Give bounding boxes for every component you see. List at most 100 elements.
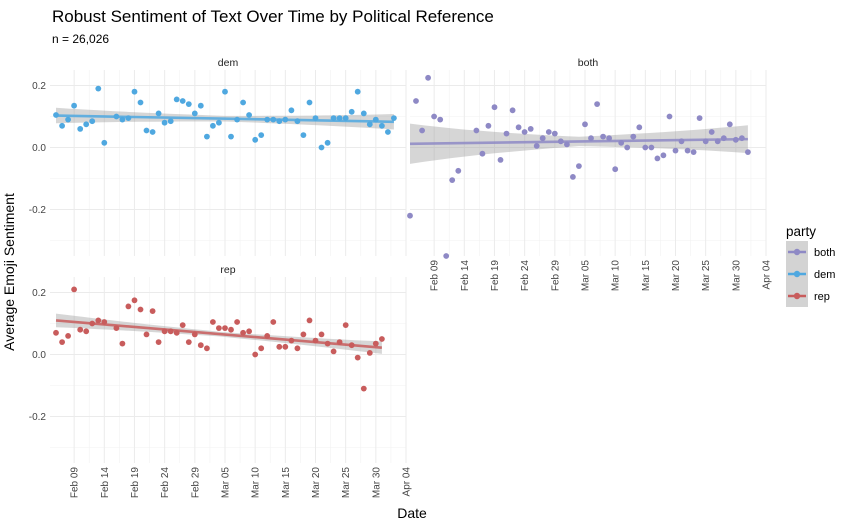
- data-point-both: [521, 129, 528, 135]
- fit-line-dem: [56, 114, 394, 124]
- data-point-both: [437, 116, 444, 123]
- data-point-dem: [228, 133, 234, 140]
- y-tick-label: 0.2: [32, 288, 46, 299]
- data-point-rep: [143, 331, 150, 338]
- data-point-dem: [391, 115, 397, 121]
- data-point-dem: [77, 125, 84, 132]
- data-point-rep: [65, 333, 71, 339]
- data-point-both: [648, 144, 655, 151]
- data-point-rep: [282, 343, 289, 350]
- x-tick-label: Mar 10: [251, 467, 262, 499]
- data-point-both: [515, 124, 522, 131]
- data-point-both: [708, 129, 715, 135]
- x-tick-label: Mar 20: [311, 467, 322, 499]
- data-point-both: [588, 135, 594, 142]
- legend-label-both: both: [814, 247, 835, 259]
- data-point-rep: [210, 319, 216, 325]
- data-point-both: [527, 125, 534, 132]
- data-point-rep: [222, 325, 228, 331]
- data-point-both: [485, 122, 492, 129]
- data-point-dem: [149, 129, 156, 135]
- data-point-dem: [173, 96, 180, 103]
- data-point-dem: [167, 118, 174, 125]
- data-point-both: [672, 147, 679, 154]
- data-point-rep: [240, 329, 247, 336]
- data-point-both: [419, 127, 425, 134]
- data-point-rep: [216, 325, 222, 331]
- chart-subtitle: n = 26,026: [52, 32, 109, 46]
- data-point-both: [564, 141, 570, 148]
- data-point-dem: [366, 121, 373, 128]
- data-point-dem: [191, 110, 198, 117]
- data-point-dem: [348, 108, 355, 115]
- data-point-both: [449, 177, 456, 184]
- x-tick-label: Feb 24: [160, 467, 171, 499]
- data-point-both: [726, 121, 733, 128]
- data-point-dem: [155, 110, 162, 117]
- y-tick-label: 0.0: [32, 143, 46, 154]
- legend: party both dem rep: [786, 224, 835, 307]
- data-point-rep: [59, 339, 65, 345]
- data-point-dem: [83, 121, 90, 128]
- data-point-dem: [65, 116, 71, 123]
- x-tick-label: Mar 30: [731, 260, 742, 292]
- data-point-dem: [59, 122, 65, 129]
- data-point-both: [533, 143, 540, 149]
- data-point-dem: [143, 127, 150, 134]
- data-point-dem: [318, 144, 325, 151]
- data-point-rep: [276, 343, 283, 350]
- data-point-both: [594, 101, 600, 107]
- data-point-both: [684, 147, 691, 154]
- data-point-rep: [197, 342, 204, 349]
- data-point-dem: [246, 112, 253, 118]
- data-point-rep: [252, 351, 259, 358]
- data-point-rep: [294, 345, 301, 352]
- fit-line-rep: [55, 319, 382, 349]
- data-point-both: [600, 133, 606, 140]
- data-point-both: [431, 113, 437, 120]
- x-tick-label: Mar 25: [701, 260, 712, 292]
- data-point-rep: [71, 286, 77, 293]
- data-point-both: [636, 124, 643, 131]
- data-point-both: [624, 144, 631, 151]
- data-point-rep: [131, 297, 138, 304]
- data-point-dem: [185, 101, 192, 107]
- facet-strip-rep: rep: [220, 264, 235, 276]
- data-point-dem: [288, 107, 295, 114]
- data-point-both: [654, 155, 661, 162]
- data-point-both: [666, 113, 673, 120]
- data-point-both: [473, 127, 480, 134]
- facet-strip-both: both: [578, 57, 599, 69]
- data-point-both: [582, 121, 588, 128]
- data-point-rep: [372, 340, 379, 347]
- data-point-rep: [234, 319, 241, 325]
- data-point-rep: [149, 308, 156, 314]
- data-point-both: [503, 130, 510, 137]
- data-point-dem: [71, 102, 77, 109]
- data-point-dem: [252, 136, 259, 143]
- data-point-both: [576, 163, 582, 170]
- data-point-dem: [354, 88, 361, 95]
- data-point-rep: [342, 322, 349, 328]
- x-tick-label: Apr 04: [762, 260, 773, 290]
- data-point-dem: [222, 88, 228, 95]
- data-point-rep: [366, 350, 373, 356]
- data-point-both: [612, 166, 619, 173]
- fit-line-both: [409, 137, 748, 146]
- x-tick-label: Feb 09: [70, 467, 81, 499]
- data-point-dem: [204, 133, 210, 140]
- data-point-both: [690, 149, 697, 156]
- data-point-rep: [95, 317, 102, 324]
- data-point-rep: [155, 339, 162, 345]
- x-tick-label: Apr 04: [402, 467, 413, 497]
- data-point-both: [497, 157, 504, 163]
- data-point-both: [660, 152, 667, 159]
- x-tick-label: Feb 14: [100, 467, 111, 499]
- data-point-rep: [246, 328, 253, 335]
- data-point-dem: [197, 102, 204, 109]
- data-point-rep: [330, 348, 337, 355]
- x-tick-label: Mar 25: [341, 467, 352, 499]
- data-point-both: [509, 107, 516, 114]
- data-point-both: [696, 115, 703, 121]
